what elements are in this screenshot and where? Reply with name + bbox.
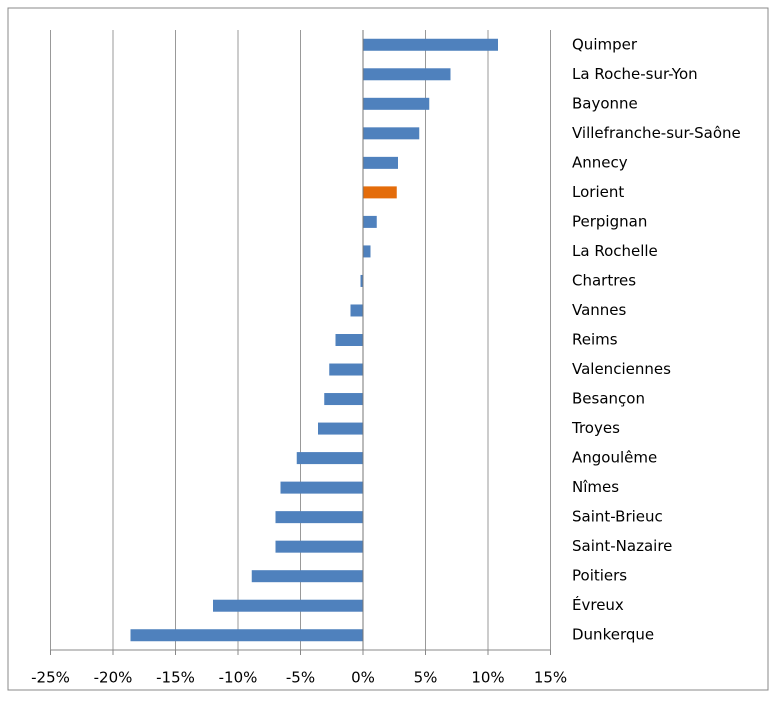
x-tick-label: -15% — [156, 669, 195, 687]
bar — [280, 481, 363, 494]
y-tick-label: Poitiers — [572, 567, 627, 585]
x-tick-label: -25% — [31, 669, 70, 687]
chart-frame — [7, 7, 769, 691]
x-tick-label: 5% — [414, 669, 438, 687]
bar — [318, 422, 363, 435]
y-tick-label: Quimper — [572, 35, 638, 53]
x-tick-label: 0% — [351, 669, 375, 687]
y-tick-label: Perpignan — [572, 212, 647, 230]
x-tick-label: 15% — [534, 669, 567, 687]
y-tick-label: La Rochelle — [572, 242, 658, 260]
bar — [275, 511, 363, 524]
bar — [130, 629, 363, 642]
bar — [363, 156, 398, 169]
y-tick-label: Bayonne — [572, 94, 638, 112]
y-tick-label: Villefranche-sur-Saône — [572, 124, 741, 142]
y-tick-label: Évreux — [572, 595, 624, 614]
bar — [363, 68, 451, 81]
y-tick-label: Nîmes — [572, 478, 619, 496]
y-tick-label: Reims — [572, 331, 618, 349]
bar — [350, 304, 363, 317]
y-tick-label: Lorient — [572, 183, 624, 201]
x-tick-label: -5% — [286, 669, 315, 687]
bar — [213, 599, 363, 612]
y-tick-label: Besançon — [572, 390, 645, 408]
y-tick-label: La Roche-sur-Yon — [572, 65, 698, 83]
bar — [251, 570, 363, 583]
y-tick-label: Saint-Nazaire — [572, 537, 672, 555]
y-tick-label: Troyes — [571, 419, 620, 437]
y-tick-label: Dunkerque — [572, 626, 654, 644]
bar — [363, 215, 377, 228]
bar — [363, 186, 397, 199]
bar — [329, 363, 363, 376]
y-tick-label: Valenciennes — [572, 360, 671, 378]
y-tick-label: Saint-Brieuc — [572, 508, 663, 526]
bar — [363, 245, 371, 258]
x-tick-label: 10% — [471, 669, 504, 687]
y-tick-label: Chartres — [572, 271, 636, 289]
x-tick-label: -10% — [219, 669, 258, 687]
bar — [296, 452, 363, 465]
x-tick-label: -20% — [94, 669, 133, 687]
bar — [275, 540, 363, 553]
bar — [363, 38, 498, 51]
y-tick-label: Angoulême — [572, 449, 657, 467]
bar — [363, 97, 430, 110]
y-tick-label: Annecy — [572, 153, 628, 171]
bar — [335, 334, 363, 346]
bar — [363, 127, 420, 140]
y-tick-label: Vannes — [572, 301, 627, 319]
bar — [360, 274, 363, 287]
bar — [324, 393, 363, 406]
